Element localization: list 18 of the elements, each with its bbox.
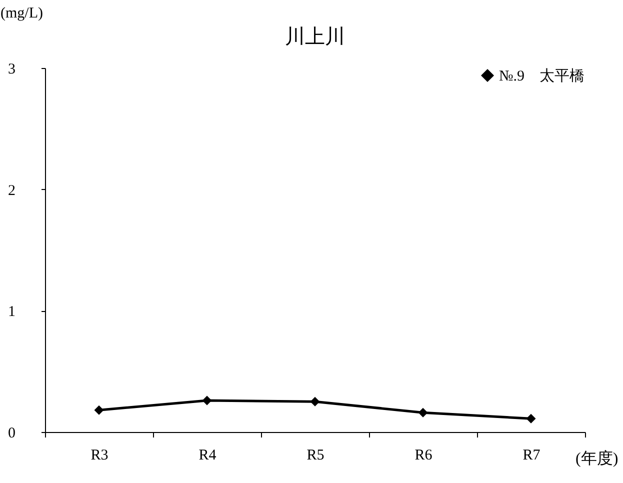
x-tick-label: R6 <box>414 448 433 464</box>
y-axis-title: (mg/L) <box>0 6 43 22</box>
legend-label: №.9 太平橋 <box>499 68 585 84</box>
y-tick-label: 3 <box>8 62 16 78</box>
x-tick-label: R3 <box>90 448 108 464</box>
x-tick-label: R4 <box>198 448 217 464</box>
chart-title: 川上川 <box>285 26 345 48</box>
y-tick-label: 1 <box>8 304 16 320</box>
point <box>418 408 428 418</box>
point <box>526 414 536 424</box>
y-tick-label: 0 <box>8 426 16 442</box>
point <box>310 396 320 406</box>
x-tick-label: R7 <box>522 448 541 464</box>
point <box>94 405 104 415</box>
x-tick-label: R5 <box>306 448 324 464</box>
x-axis-title: (年度) <box>576 450 618 468</box>
y-tick-label: 2 <box>8 182 16 199</box>
point <box>202 396 212 406</box>
